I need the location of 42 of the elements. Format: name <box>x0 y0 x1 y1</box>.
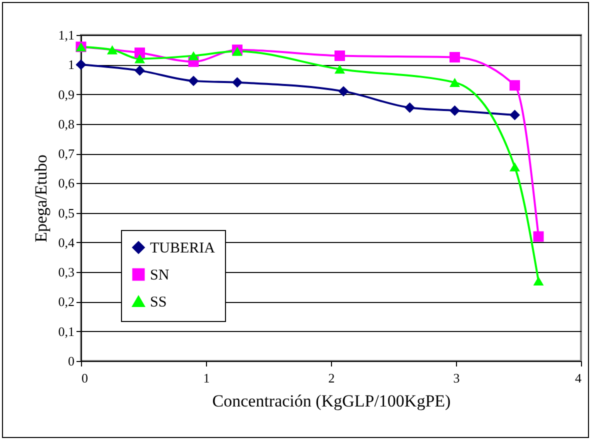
point <box>510 162 520 172</box>
point <box>134 48 145 58</box>
y-tick-label: 0,9 <box>58 86 74 102</box>
point <box>334 64 345 74</box>
point <box>232 77 242 88</box>
point <box>450 78 460 87</box>
y-tick-label: 1,1 <box>58 28 74 42</box>
point <box>76 59 86 70</box>
point <box>510 80 520 91</box>
point <box>188 51 199 60</box>
legend-label: TUBERIA <box>150 240 216 256</box>
x-axis-title: Concentración (KgGLP/100KgPE) <box>212 392 451 410</box>
y-tick-label: 0,7 <box>58 146 75 162</box>
point <box>450 52 460 62</box>
point <box>334 50 345 61</box>
point <box>188 76 199 86</box>
y-tick-label: 0,2 <box>58 294 74 310</box>
y-axis-title: Epega/Etubo <box>31 154 50 242</box>
point <box>134 54 145 64</box>
y-tick-label: 0,5 <box>58 205 74 220</box>
point <box>107 45 118 54</box>
x-tick-label: 3 <box>453 370 460 386</box>
x-tick-label: 1 <box>203 370 210 386</box>
y-tick-label: 0,8 <box>58 116 74 132</box>
y-tick-label: 0,4 <box>58 234 75 250</box>
point <box>533 276 544 286</box>
y-tick-label: 0,1 <box>58 324 74 339</box>
point <box>510 110 520 120</box>
y-tick-label: 0,6 <box>58 176 75 191</box>
x-tick-label: 2 <box>328 370 335 386</box>
legend-label: SN <box>150 268 170 284</box>
point <box>533 231 544 242</box>
point <box>450 105 460 116</box>
y-tick-label: 1 <box>68 57 74 72</box>
point <box>134 65 145 76</box>
y-tick-label: 0,3 <box>58 264 74 280</box>
legend-label: SS <box>150 294 167 310</box>
point <box>338 86 349 97</box>
x-tick-label: 4 <box>575 370 582 386</box>
x-tick-label: 0 <box>82 370 88 386</box>
point <box>404 102 415 113</box>
y-tick-label: 0 <box>68 354 74 368</box>
